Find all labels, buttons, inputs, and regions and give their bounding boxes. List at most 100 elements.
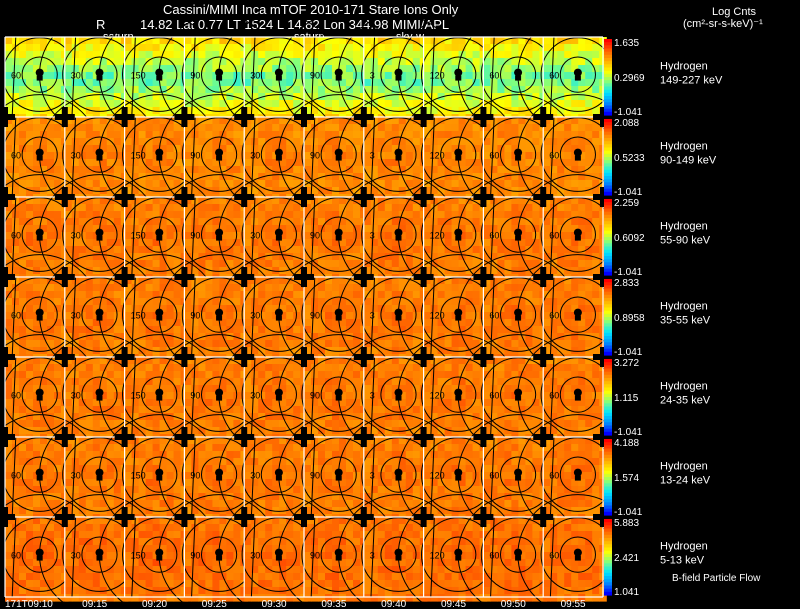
heatmap-pixel	[26, 298, 34, 306]
heatmap-pixel	[346, 204, 354, 212]
heatmap-pixel	[131, 326, 140, 334]
heatmap-pixel	[585, 58, 593, 66]
heatmap-pixel	[78, 291, 87, 299]
heatmap-pixel	[592, 211, 600, 219]
heatmap-pixel	[212, 65, 220, 73]
heatmap-pixel	[497, 152, 505, 160]
heatmap-pixel	[113, 253, 122, 261]
heatmap-pixel	[465, 124, 474, 132]
heatmap-pixel	[444, 232, 453, 240]
heatmap-pixel	[47, 117, 55, 125]
heatmap-pixel	[173, 333, 182, 341]
heatmap-pixel	[152, 93, 161, 101]
heatmap-pixel	[363, 187, 372, 195]
heatmap-pixel	[578, 218, 586, 226]
heatmap-pixel	[532, 86, 540, 94]
heatmap-pixel	[244, 232, 252, 240]
heatmap-pixel	[145, 37, 154, 45]
heatmap-pixel	[384, 166, 393, 174]
heatmap-pixel	[592, 284, 600, 292]
heatmap-pixel	[265, 131, 273, 139]
heatmap-pixel	[518, 145, 526, 153]
heatmap-pixel	[532, 225, 540, 233]
heatmap-pixel	[71, 246, 80, 254]
heatmap-pixel	[40, 180, 48, 188]
heatmap-pixel	[504, 319, 512, 327]
heatmap-pixel	[339, 312, 347, 320]
heatmap-pixel	[124, 326, 133, 334]
contour-line	[430, 276, 435, 358]
heatmap-pixel	[430, 291, 439, 299]
heatmap-pixel	[166, 399, 175, 407]
heatmap-pixel	[346, 79, 354, 87]
heatmap-pixel	[205, 79, 213, 87]
heatmap-pixel	[412, 58, 421, 66]
heatmap-pixel	[518, 277, 526, 285]
heatmap-pixel	[332, 326, 340, 334]
heatmap-pixel	[152, 371, 161, 379]
heatmap-pixel	[64, 399, 73, 407]
heatmap-pixel	[47, 239, 55, 247]
contour-label: 120	[430, 231, 445, 241]
heatmap-pixel	[184, 79, 192, 87]
heatmap-pixel	[458, 260, 467, 268]
heatmap-pixel	[279, 312, 287, 320]
heatmap-pixel	[353, 319, 361, 327]
heatmap-pixel	[40, 284, 48, 292]
heatmap-pixel	[113, 152, 122, 160]
heatmap-pixel	[212, 124, 220, 132]
heatmap-pixel	[26, 166, 34, 174]
heatmap-pixel	[191, 225, 199, 233]
heatmap-pixel	[85, 246, 94, 254]
heatmap-pixel	[398, 44, 407, 52]
heatmap-pixel	[12, 298, 20, 306]
heatmap-pixel	[106, 312, 115, 320]
heatmap-pixel	[71, 65, 80, 73]
heatmap-pixel	[212, 173, 220, 181]
heatmap-pixel	[504, 131, 512, 139]
heatmap-pixel	[564, 340, 572, 348]
heatmap-pixel	[444, 72, 453, 80]
heatmap-pixel	[184, 44, 192, 52]
heatmap-pixel	[451, 218, 460, 226]
heatmap-pixel	[423, 58, 432, 66]
heatmap-pixel	[124, 152, 133, 160]
heatmap-pixel	[159, 204, 168, 212]
heatmap-pixel	[184, 37, 192, 45]
heatmap-pixel	[85, 277, 94, 285]
heatmap-pixel	[191, 253, 199, 261]
contour-line	[559, 296, 596, 333]
heatmap-pixel	[353, 173, 361, 181]
heatmap-pixel	[564, 93, 572, 101]
heatmap-pixel	[557, 72, 565, 80]
heatmap-pixel	[64, 37, 73, 45]
heatmap-pixel	[592, 340, 600, 348]
heatmap-pixel	[325, 173, 333, 181]
heatmap-pixel	[571, 319, 579, 327]
heatmap-pixel	[145, 277, 154, 285]
heatmap-pixel	[244, 187, 252, 195]
heatmap-pixel	[99, 357, 108, 365]
heatmap-pixel	[219, 37, 227, 45]
heatmap-pixel	[353, 298, 361, 306]
heatmap-pixel	[99, 37, 108, 45]
heatmap-pixel	[564, 305, 572, 313]
heatmap-pixel	[258, 218, 266, 226]
heatmap-pixel	[152, 291, 161, 299]
heatmap-pixel	[92, 211, 101, 219]
heatmap-pixel	[444, 284, 453, 292]
heatmap-pixel	[412, 277, 421, 285]
heatmap-pixel	[191, 267, 199, 275]
heatmap-pixel	[166, 166, 175, 174]
heatmap-pixel	[5, 312, 13, 320]
heatmap-pixel	[332, 124, 340, 132]
heatmap-pixel	[412, 197, 421, 205]
heatmap-pixel	[525, 159, 533, 167]
heatmap-pixel	[398, 218, 407, 226]
heatmap-pixel	[47, 413, 55, 421]
heatmap-pixel	[353, 277, 361, 285]
heatmap-pixel	[272, 326, 280, 334]
heatmap-pixel	[311, 58, 319, 66]
heatmap-pixel	[54, 392, 62, 400]
heatmap-pixel	[166, 117, 175, 125]
